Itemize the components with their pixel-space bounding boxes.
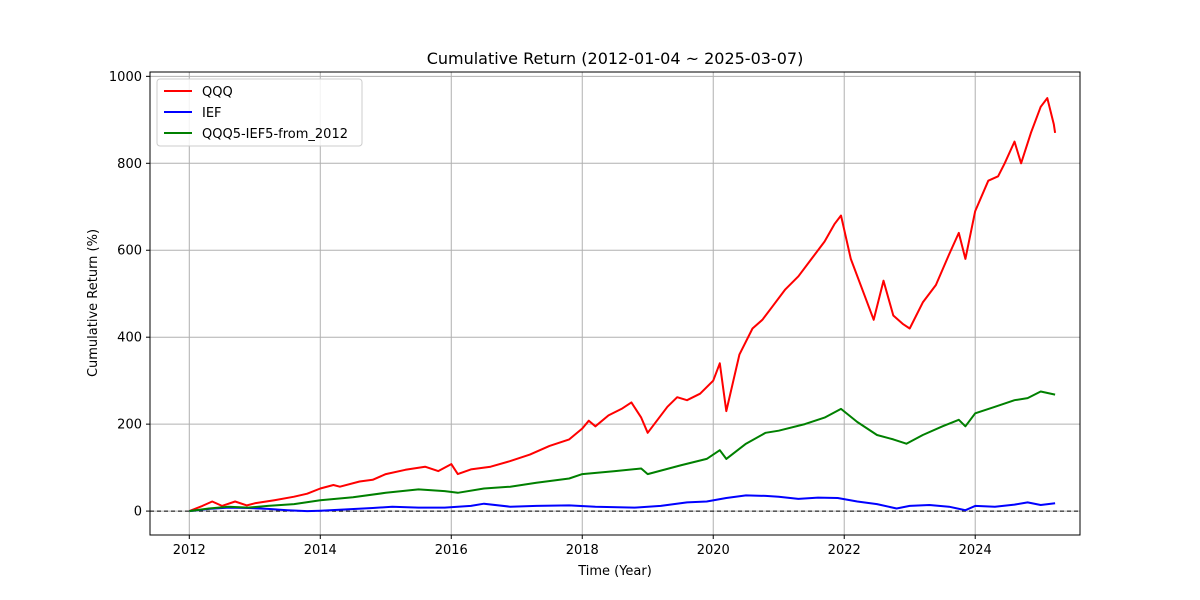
series-line-ief <box>189 494 1056 513</box>
x-tick-label-2024: 2024 <box>959 543 992 558</box>
series-line-qqq5-ief5-from-2012 <box>189 390 1056 513</box>
ticks-layer: 2012 2014 2016 2018 2020 2022 2024 0 200 400 600 80… <box>109 70 992 558</box>
x-tick-label-2022: 2022 <box>828 543 861 558</box>
x-tick-label-2014: 2014 <box>304 543 337 558</box>
x-tick-label-2020: 2020 <box>697 543 730 558</box>
legend: QQQ IEF QQQ5-IEF5-from_2012 <box>156 78 363 147</box>
legend-label-qqq: QQQ <box>202 85 233 100</box>
y-tick-label-400: 400 <box>117 331 142 346</box>
x-axis-label: Time (Year) <box>577 564 652 579</box>
legend-label-qqq5-ief5: QQQ5-IEF5-from_2012 <box>202 127 348 142</box>
y-tick-label-800: 800 <box>117 157 142 172</box>
y-tick-label-1000: 1000 <box>109 70 142 85</box>
chart-title: Cumulative Return (2012-01-04 ~ 2025-03-… <box>427 49 804 68</box>
y-tick-label-600: 600 <box>117 244 142 259</box>
y-tick-label-0: 0 <box>134 505 142 520</box>
x-tick-label-2016: 2016 <box>435 543 468 558</box>
legend-box <box>156 78 363 147</box>
series-layer <box>188 97 1057 513</box>
plot-frame <box>149 71 1081 536</box>
y-axis-label: Cumulative Return (%) <box>86 229 101 377</box>
y-tick-label-200: 200 <box>117 418 142 433</box>
legend-label-ief: IEF <box>202 106 222 121</box>
series-line-qqq <box>188 97 1057 513</box>
x-tick-label-2018: 2018 <box>566 543 599 558</box>
x-tick-label-2012: 2012 <box>173 543 206 558</box>
